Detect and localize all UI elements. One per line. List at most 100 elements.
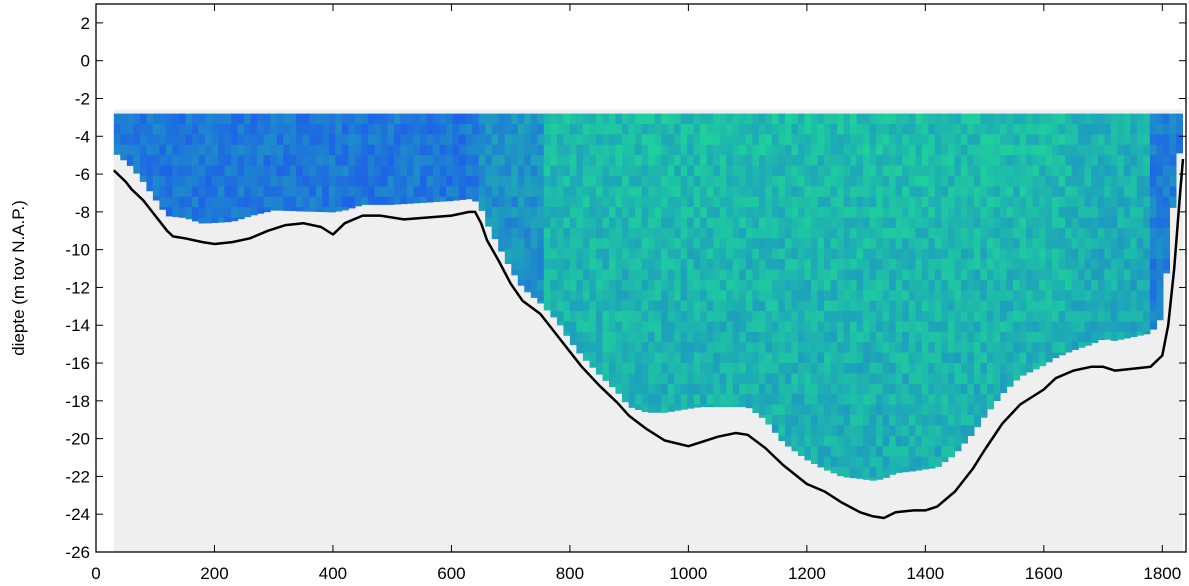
heatmap-cell	[837, 311, 845, 323]
heatmap-cell	[1026, 321, 1034, 333]
heatmap-cell	[1026, 300, 1034, 312]
heatmap-cell	[804, 238, 812, 250]
heatmap-cell	[556, 124, 564, 135]
heatmap-cell	[635, 279, 643, 291]
heatmap-cell	[407, 144, 415, 156]
heatmap-cell	[667, 176, 675, 187]
heatmap-cell	[824, 373, 832, 385]
heatmap-cell	[876, 279, 884, 291]
heatmap-cell	[902, 279, 910, 291]
heatmap-cell	[739, 196, 747, 208]
heatmap-cell	[778, 363, 786, 374]
heatmap-cell	[915, 279, 923, 291]
heatmap-cell	[693, 196, 701, 208]
heatmap-cell	[895, 217, 903, 229]
heatmap-cell	[596, 165, 604, 177]
heatmap-cell	[706, 144, 714, 156]
heatmap-cell	[752, 248, 760, 260]
heatmap-cell	[771, 227, 779, 239]
heatmap-cell	[1032, 217, 1040, 229]
heatmap-cell	[752, 373, 760, 385]
heatmap-cell	[791, 238, 799, 250]
heatmap-cell	[1052, 300, 1060, 312]
heatmap-cell	[341, 165, 349, 177]
heatmap-cell	[987, 238, 995, 250]
heatmap-cell	[804, 217, 812, 229]
heatmap-cell	[811, 217, 819, 229]
heatmap-cell	[811, 176, 819, 187]
heatmap-cell	[485, 217, 493, 227]
heatmap-cell	[921, 446, 929, 458]
heatmap-cell	[1149, 259, 1157, 271]
heatmap-cell	[1052, 186, 1060, 198]
heatmap-cell	[921, 394, 929, 406]
heatmap-cell	[876, 331, 884, 343]
heatmap-cell	[257, 176, 265, 187]
heatmap-cell	[928, 217, 936, 229]
heatmap-cell	[791, 279, 799, 291]
heatmap-cell	[941, 279, 949, 291]
heatmap-cell	[713, 352, 721, 364]
heatmap-cell	[713, 331, 721, 343]
heatmap-cell	[622, 331, 630, 343]
heatmap-cell	[537, 269, 545, 281]
heatmap-cell	[596, 311, 604, 323]
heatmap-cell	[400, 186, 408, 198]
heatmap-cell	[504, 207, 512, 219]
heatmap-cell	[752, 321, 760, 333]
heatmap-cell	[602, 155, 610, 167]
heatmap-cell	[706, 373, 714, 385]
heatmap-cell	[1052, 165, 1060, 177]
heatmap-cell	[622, 352, 630, 364]
heatmap-cell	[270, 176, 278, 187]
heatmap-cell	[530, 279, 538, 291]
heatmap-cell	[654, 227, 662, 239]
heatmap-cell	[1156, 144, 1164, 156]
heatmap-cell	[706, 238, 714, 250]
heatmap-cell	[1097, 217, 1105, 229]
heatmap-cell	[296, 155, 304, 167]
heatmap-cell	[198, 155, 206, 167]
heatmap-cell	[921, 186, 929, 198]
heatmap-cell	[237, 186, 245, 198]
heatmap-cell	[1071, 248, 1079, 260]
heatmap-cell	[765, 352, 773, 364]
heatmap-cell	[771, 363, 779, 374]
heatmap-cell	[791, 227, 799, 239]
heatmap-cell	[947, 404, 955, 416]
heatmap-cell	[856, 144, 864, 156]
heatmap-cell	[902, 331, 910, 343]
heatmap-cell	[309, 113, 317, 125]
heatmap-cell	[1065, 279, 1073, 291]
heatmap-cell	[537, 248, 545, 260]
heatmap-cell	[1084, 300, 1092, 312]
heatmap-cell	[765, 217, 773, 229]
heatmap-cell	[987, 290, 995, 302]
heatmap-cell	[661, 383, 669, 395]
heatmap-cell	[1006, 113, 1014, 125]
heatmap-cell	[771, 155, 779, 167]
heatmap-cell	[934, 404, 942, 416]
heatmap-cell	[628, 176, 636, 187]
heatmap-cell	[302, 134, 310, 146]
heatmap-cell	[726, 300, 734, 312]
heatmap-cell	[817, 404, 825, 416]
heatmap-cell	[244, 207, 252, 218]
heatmap-cell	[420, 134, 428, 146]
heatmap-cell	[139, 176, 147, 182]
heatmap-cell	[876, 435, 884, 447]
heatmap-cell	[152, 155, 160, 167]
heatmap-cell	[915, 227, 923, 239]
heatmap-cell	[472, 165, 480, 177]
heatmap-cell	[1000, 176, 1008, 187]
heatmap-cell	[1169, 134, 1177, 146]
heatmap-cell	[941, 290, 949, 302]
heatmap-cell	[687, 311, 695, 323]
heatmap-cell	[856, 238, 864, 250]
heatmap-cell	[798, 446, 806, 456]
heatmap-cell	[882, 446, 890, 458]
heatmap-cell	[1097, 155, 1105, 167]
heatmap-cell	[628, 124, 636, 135]
heatmap-cell	[276, 196, 284, 208]
heatmap-cell	[726, 155, 734, 167]
